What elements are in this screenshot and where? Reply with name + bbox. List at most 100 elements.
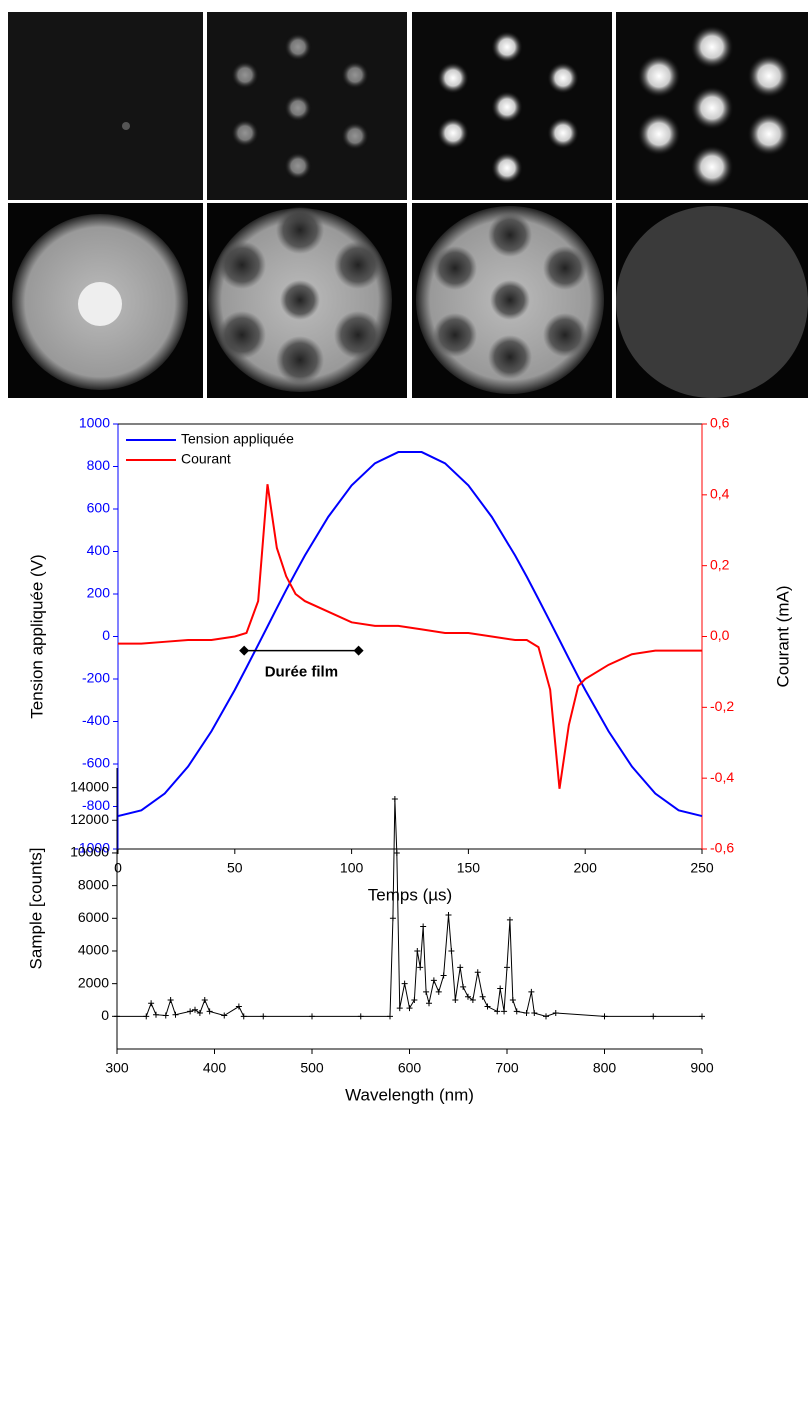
marker xyxy=(260,1013,267,1020)
y2-tick-label: 0,2 xyxy=(710,556,730,572)
marker xyxy=(172,1011,179,1018)
marker xyxy=(457,964,464,971)
y-tick-label: -1000 xyxy=(74,840,110,856)
marker xyxy=(474,969,481,976)
y-tick-label: 12000 xyxy=(70,811,109,827)
legend-label: Tension appliquée xyxy=(181,431,294,447)
marker xyxy=(417,964,424,971)
y-tick-label: 0 xyxy=(101,1007,109,1023)
y-tick-label: 600 xyxy=(87,500,111,516)
charts: 0 50 100 150 200 250 -1000 -800 -600 -400 -200 0 200… xyxy=(26,415,792,1105)
x-tick-label: 250 xyxy=(690,860,714,876)
tile xyxy=(616,12,808,200)
y2-tick-label: 0,4 xyxy=(710,486,730,502)
tile xyxy=(8,12,203,200)
x-axis-title: Temps (µs) xyxy=(368,885,452,904)
marker xyxy=(235,1003,242,1010)
marker xyxy=(393,849,400,856)
line xyxy=(117,799,702,1017)
image-grid xyxy=(0,0,808,402)
marker xyxy=(506,916,513,923)
y-tick-label: -400 xyxy=(82,712,110,728)
marker xyxy=(523,1010,530,1017)
y2-tick-label: 0,0 xyxy=(710,627,730,643)
marker xyxy=(167,996,174,1003)
marker xyxy=(396,1005,403,1012)
marker xyxy=(148,1000,155,1007)
x-tick-label: 150 xyxy=(457,860,481,876)
marker xyxy=(440,972,447,979)
marker xyxy=(465,993,471,1000)
marker xyxy=(494,1008,501,1015)
marker xyxy=(513,1008,520,1015)
y-axis-title: Tension appliquée (V) xyxy=(27,554,46,718)
marker xyxy=(552,1010,559,1017)
marker xyxy=(153,1011,159,1018)
y-tick-label: 400 xyxy=(87,542,111,558)
marker xyxy=(650,1013,657,1020)
line xyxy=(118,484,702,789)
y-tick-label: 200 xyxy=(87,585,111,601)
x-tick-label: 200 xyxy=(574,860,598,876)
line xyxy=(117,451,703,818)
tile xyxy=(207,12,407,200)
marker xyxy=(401,980,408,987)
y-tick-label: 10000 xyxy=(70,844,109,860)
legend-label: Courant xyxy=(181,451,231,467)
marker xyxy=(528,988,535,995)
y-tick-label: 2000 xyxy=(78,974,109,990)
marker xyxy=(309,1013,315,1020)
marker xyxy=(414,947,421,954)
marker xyxy=(497,985,504,992)
y-tick-label: 8000 xyxy=(78,876,109,892)
y2-tick-label: 0,6 xyxy=(710,415,730,431)
marker xyxy=(448,947,455,954)
y2-tick-label: -0,4 xyxy=(710,769,734,785)
marker xyxy=(509,996,516,1003)
x-tick-label: 800 xyxy=(593,1060,617,1076)
marker xyxy=(426,1000,432,1007)
tile xyxy=(8,203,203,398)
marker xyxy=(406,1005,413,1012)
marker xyxy=(460,983,467,990)
marker xyxy=(479,993,486,1000)
marker xyxy=(391,796,398,803)
x-tick-label: 600 xyxy=(398,1060,422,1076)
tile xyxy=(412,203,612,398)
annotation-endpoint xyxy=(353,645,364,656)
y-tick-label: 14000 xyxy=(70,778,109,794)
marker xyxy=(452,996,459,1003)
marker xyxy=(196,1010,203,1017)
y2-tick-label: -0,6 xyxy=(710,840,734,856)
x-tick-label: 50 xyxy=(227,860,243,876)
marker xyxy=(411,996,418,1003)
marker xyxy=(504,964,510,971)
marker xyxy=(601,1013,608,1020)
marker xyxy=(187,1008,194,1015)
marker xyxy=(435,988,442,995)
y2-tick-label: -0,2 xyxy=(710,698,734,714)
marker xyxy=(469,996,476,1003)
x-tick-label: 900 xyxy=(690,1060,714,1076)
marker xyxy=(162,1012,169,1019)
y2-axis-title: Courant (mA) xyxy=(773,585,792,687)
y-tick-label: 1000 xyxy=(79,415,110,431)
annotation-endpoint xyxy=(239,645,250,656)
marker xyxy=(240,1013,247,1020)
tile xyxy=(616,203,808,398)
x-axis-title: Wavelength (nm) xyxy=(345,1085,474,1104)
marker xyxy=(387,1013,393,1020)
x-tick-label: 0 xyxy=(114,860,122,876)
y-tick-label: 0 xyxy=(102,627,110,643)
marker xyxy=(423,988,430,995)
marker xyxy=(206,1008,213,1015)
marker xyxy=(201,996,208,1003)
y-tick-label: 800 xyxy=(87,457,111,473)
marker xyxy=(221,1012,228,1019)
marker xyxy=(114,1013,120,1020)
x-tick-label: 700 xyxy=(495,1060,519,1076)
marker xyxy=(420,923,427,930)
x-tick-label: 500 xyxy=(300,1060,324,1076)
marker xyxy=(192,1006,198,1013)
